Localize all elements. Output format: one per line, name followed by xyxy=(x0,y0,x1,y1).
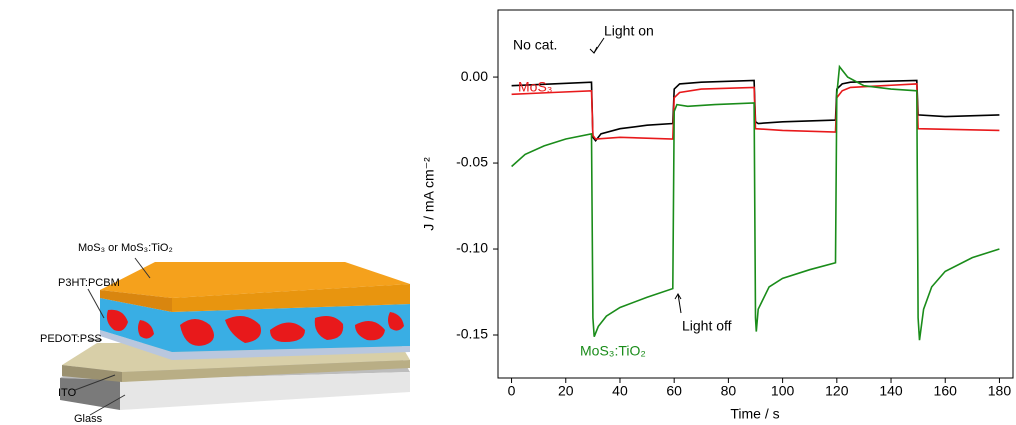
series-label: No cat. xyxy=(513,37,557,53)
y-tick-label: -0.15 xyxy=(456,326,488,342)
data-line xyxy=(511,64,1000,341)
catalyst-front xyxy=(172,284,410,312)
series-label: MoS₃ xyxy=(518,79,553,95)
ito-front xyxy=(122,360,410,382)
x-tick-label: 0 xyxy=(508,383,516,399)
x-tick-label: 120 xyxy=(825,383,849,399)
device-schematic: MoS₃ or MoS₃:TiO₂ P3HT:PCBM PEDOT:PSS IT… xyxy=(40,242,410,425)
diagram-label: PEDOT:PSS xyxy=(40,333,102,345)
annotation-arrows xyxy=(589,37,682,314)
x-tick-label: 40 xyxy=(612,383,628,399)
data-line xyxy=(511,79,1000,142)
catalyst-top xyxy=(100,262,410,298)
y-tick-label: -0.10 xyxy=(456,240,488,256)
plot-frame xyxy=(497,9,1014,379)
x-tick-label: 100 xyxy=(771,383,795,399)
x-tick-label: 180 xyxy=(988,383,1012,399)
annotation: Light on xyxy=(604,23,654,39)
diagram-label: P3HT:PCBM xyxy=(58,277,120,289)
pcbm-domains xyxy=(106,309,404,346)
catalyst-left xyxy=(100,290,172,312)
x-tick-label: 20 xyxy=(558,383,574,399)
y-tick-label: -0.05 xyxy=(456,154,488,170)
pedot-layer xyxy=(100,330,410,360)
annotation: Light off xyxy=(682,318,732,334)
glass-left xyxy=(60,378,120,410)
diagram-label: Glass xyxy=(74,413,103,425)
data-line xyxy=(511,83,1000,140)
label-arrows xyxy=(74,257,151,416)
x-axis-title: Time / s xyxy=(730,406,779,422)
x-tick-label: 80 xyxy=(721,383,737,399)
glass-front xyxy=(120,372,410,410)
x-tick-label: 160 xyxy=(934,383,958,399)
series-label: MoS₃:TiO₂ xyxy=(580,343,646,359)
x-tick-label: 60 xyxy=(666,383,682,399)
diagram-label: MoS₃ or MoS₃:TiO₂ xyxy=(78,242,173,254)
x-tick-label: 140 xyxy=(879,383,903,399)
y-axis-title: J / mA cm⁻² xyxy=(421,157,437,231)
y-tick-label: 0.00 xyxy=(461,68,488,84)
diagram-label: ITO xyxy=(58,387,77,399)
